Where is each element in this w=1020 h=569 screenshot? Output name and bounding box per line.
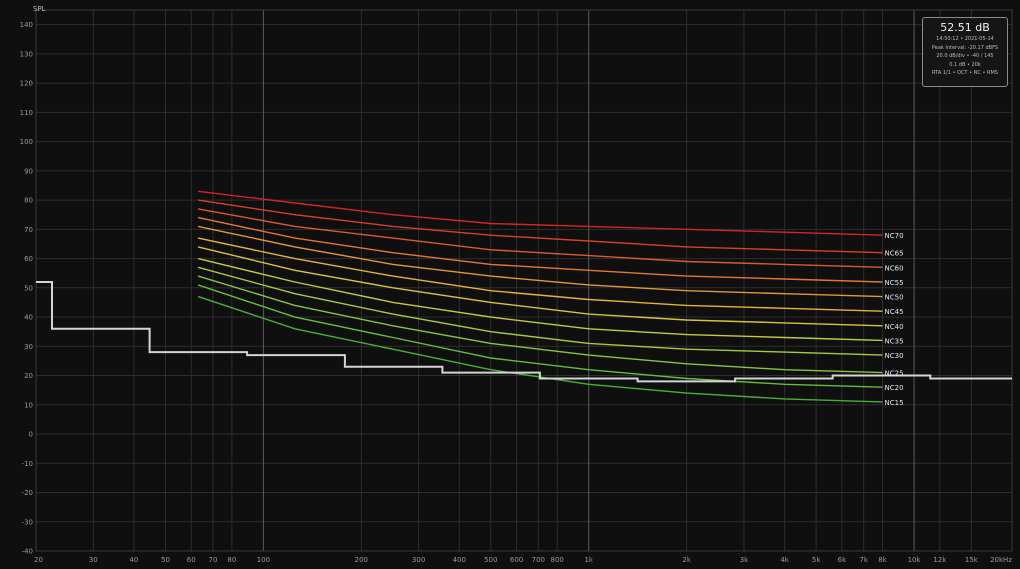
level-value: 52.51 dB: [940, 21, 990, 34]
x-tick-label: 20: [34, 556, 43, 564]
y-tick-label: 140: [20, 21, 33, 29]
x-tick-label: 500: [484, 556, 497, 564]
nc-curves: [197, 190, 883, 403]
y-tick-label: 110: [20, 109, 33, 117]
nc-curve-label: NC20: [885, 384, 904, 392]
x-tick-label: 1k: [584, 556, 593, 564]
nc-curve-label: NC70: [885, 232, 904, 240]
nc-curve-label: NC45: [885, 308, 904, 316]
x-tick-label: 10k: [908, 556, 922, 564]
nc-curve-nc60: [197, 208, 883, 268]
x-tick-label: 2k: [682, 556, 691, 564]
y-tick-label: -20: [22, 489, 33, 497]
readout-line-5: RTA 1/1 • OCT • NC • RMS: [932, 70, 998, 76]
x-tick-label: 80: [227, 556, 236, 564]
nc-curve-labels: NC70 NC65 NC60 NC55 NC50 NC45 NC40 NC35 NC30 NC25…: [885, 232, 904, 407]
plot-frame: [35, 9, 1013, 552]
x-tick-label: 12k: [933, 556, 947, 564]
nc-curve-nc25: [197, 275, 883, 374]
nc-curve-label: NC65: [885, 250, 904, 258]
measured-noise-trace: [36, 281, 1012, 383]
readout-line-2: Peak Interval: -20.17 dBFS: [931, 44, 999, 51]
x-tick-label: 400: [453, 556, 466, 564]
nc-curve-nc70: [198, 190, 883, 236]
x-tick-label: 200: [355, 556, 368, 564]
x-tick-label: 3k: [740, 556, 749, 564]
measurement-trace: [36, 281, 1012, 383]
y-tick-label: 50: [24, 284, 33, 292]
x-axis: 20 30 40 50 60 70 80 100 200 300 400 500 600 700 800 1k…: [34, 556, 1012, 564]
y-tick-label: 90: [24, 167, 33, 175]
y-tick-label: 30: [24, 343, 33, 351]
x-tick-label: 30: [89, 556, 98, 564]
nc-curve-label: NC35: [885, 337, 904, 345]
nc-curve-label: NC60: [885, 264, 904, 272]
y-tick-label: 0: [29, 431, 33, 439]
nc-curve-label: NC15: [885, 399, 904, 407]
y-tick-label: -10: [22, 460, 33, 468]
x-tick-label: 60: [187, 556, 196, 564]
y-tick-label: 80: [24, 197, 33, 205]
y-tick-label: 100: [20, 138, 33, 146]
y-tick-label: -40: [22, 548, 33, 556]
nc-curve-nc50: [197, 225, 883, 298]
y-tick-label: 70: [24, 226, 33, 234]
y-tick-label: 130: [20, 50, 33, 58]
y-tick-label: -30: [22, 518, 33, 526]
x-tick-label: 6k: [838, 556, 847, 564]
x-tick-label: 40: [129, 556, 138, 564]
y-tick-label: 20: [24, 372, 33, 380]
nc-curve-label: NC55: [885, 279, 904, 287]
readout-line-4: 0.1 dB • 20k: [949, 61, 981, 68]
nc-curve-label: NC25: [885, 370, 904, 378]
x-tick-label: 70: [209, 556, 218, 564]
y-tick-label: 60: [24, 255, 33, 263]
readout-line-1: 14:50:12 • 2021-05-14: [936, 36, 994, 42]
readout-line-3: 20.0 dB/div • -40 / 145: [936, 53, 994, 59]
nc-curve-nc30: [197, 266, 883, 356]
y-axis-unit-label: SPL: [33, 5, 46, 13]
x-tick-label: 100: [257, 556, 270, 564]
grid-lines: [35, 9, 1013, 552]
x-tick-label: 600: [510, 556, 523, 564]
nc-curve-nc55: [197, 216, 883, 283]
x-tick-label: 4k: [780, 556, 789, 564]
y-tick-label: 120: [20, 80, 33, 88]
y-tick-label: 10: [24, 401, 33, 409]
nc-curve-nc40: [197, 246, 883, 327]
y-axis: 1401301201101009080706050403020100-10-20…: [20, 21, 33, 555]
x-tick-label: 20kHz: [990, 556, 1012, 564]
nc-curve-label: NC40: [885, 323, 904, 331]
x-tick-label: 5k: [812, 556, 821, 564]
x-tick-label: 50: [161, 556, 170, 564]
nc-curve-nc65: [197, 199, 883, 254]
level-readout-panel[interactable]: 52.51 dB 14:50:12 • 2021-05-14 Peak Inte…: [922, 17, 1008, 87]
nc-curve-nc20: [197, 284, 883, 388]
x-tick-label: 8k: [878, 556, 887, 564]
nc-curve-nc35: [197, 257, 883, 342]
x-tick-label: 800: [551, 556, 564, 564]
nc-curve-label: NC50: [885, 294, 904, 302]
x-tick-label: 15k: [965, 556, 979, 564]
x-tick-label: 300: [412, 556, 425, 564]
y-tick-label: 40: [24, 314, 33, 322]
x-tick-label: 700: [532, 556, 545, 564]
nc-curve-label: NC30: [885, 352, 904, 360]
x-tick-label: 7k: [859, 556, 868, 564]
nc-curve-nc45: [197, 237, 883, 312]
